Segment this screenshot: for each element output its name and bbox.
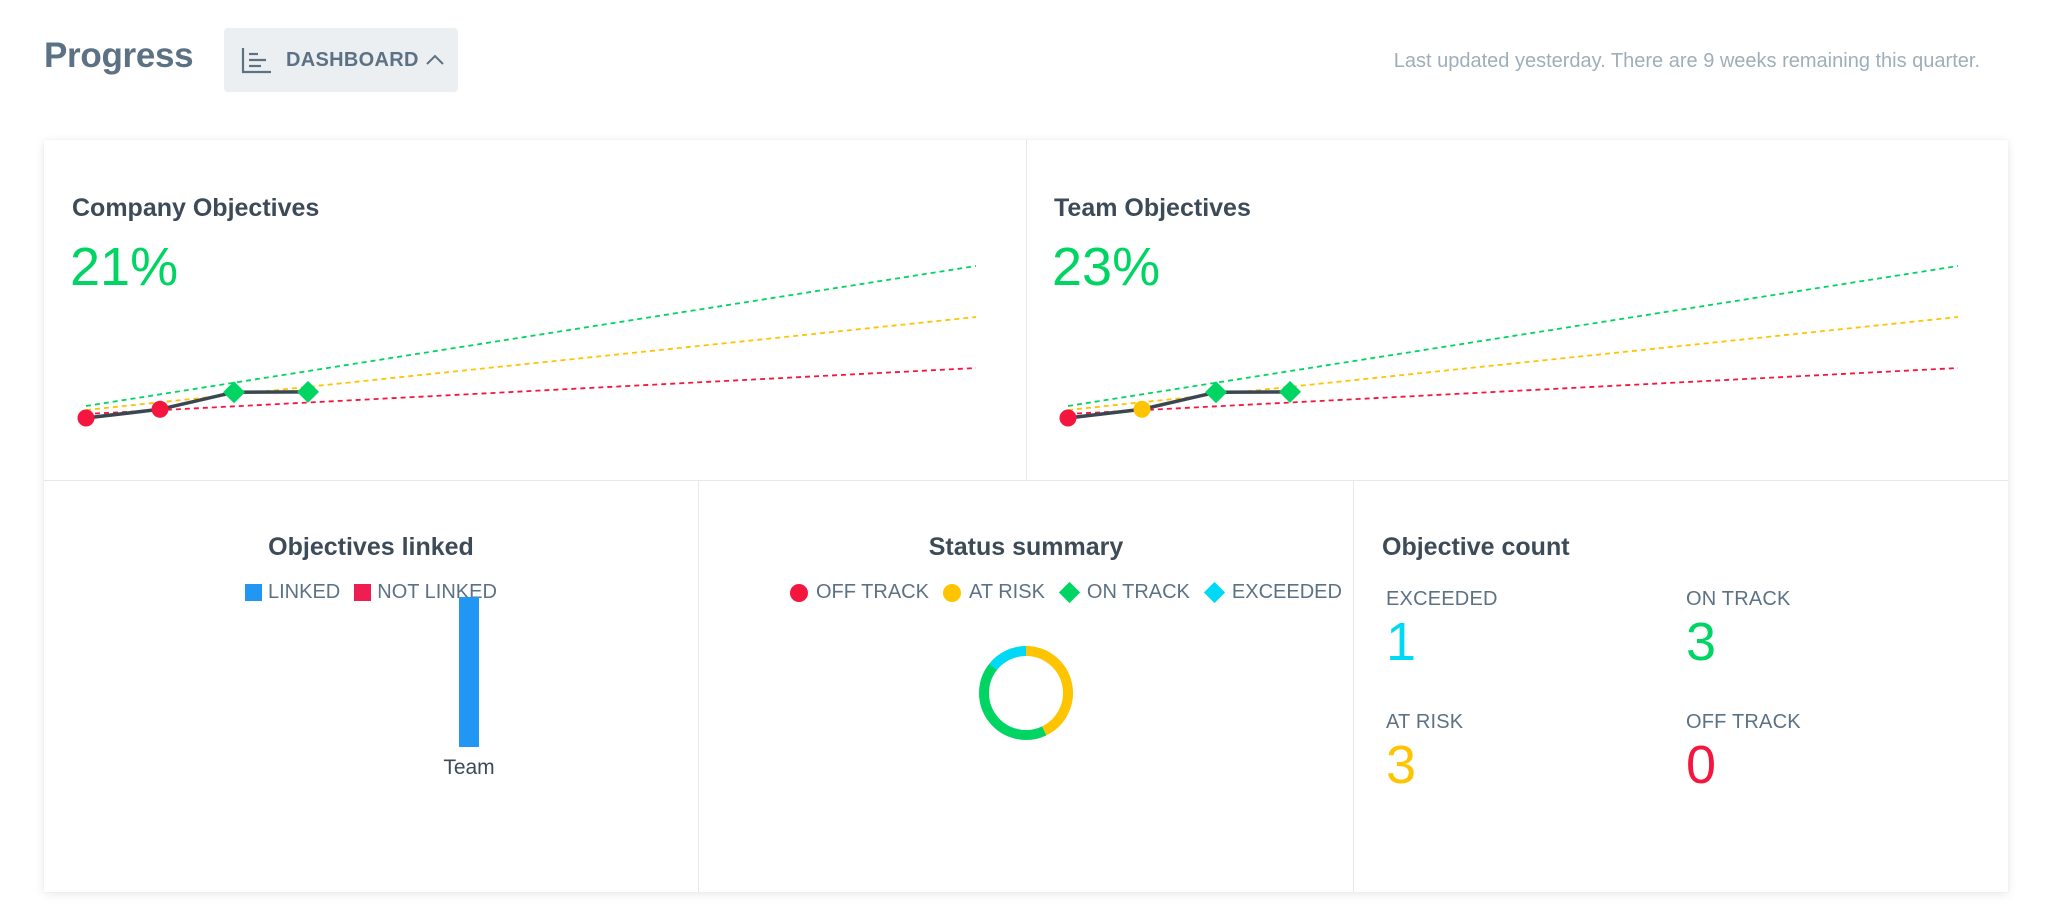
donut-slice-at-risk	[1025, 646, 1073, 736]
x-tick-label: Team	[443, 756, 494, 779]
legend-label-linked: LINKED	[268, 581, 341, 603]
progress-point-at-risk	[1133, 400, 1151, 418]
progress-line	[85, 390, 309, 420]
count-exceeded-label: EXCEEDED	[1386, 588, 1498, 610]
count-off-track: OFF TRACK 0	[1686, 711, 1801, 796]
dashboard-chart-icon	[241, 48, 271, 74]
legend-item-on-track[interactable]: ON TRACK	[1058, 581, 1190, 604]
dashboard-label: DASHBOARD	[286, 48, 419, 71]
company-objectives-title: Company Objectives	[72, 194, 320, 222]
legend-label-exceeded: EXCEEDED	[1231, 581, 1342, 603]
at-risk-dot-icon	[942, 583, 961, 602]
legend-label-off-track: OFF TRACK	[816, 581, 929, 603]
progress-point-on-track	[1205, 381, 1227, 404]
count-on-track-label: ON TRACK	[1686, 588, 1791, 610]
team-objectives-panel: Team Objectives 23%	[1026, 140, 2008, 480]
donut-slice-exceeded	[989, 646, 1027, 671]
objectives-linked-legend: LINKED NOT LINKED	[245, 581, 497, 604]
panel-divider	[698, 481, 699, 892]
legend-label-on-track: ON TRACK	[1086, 581, 1190, 603]
count-off-track-label: OFF TRACK	[1686, 711, 1801, 733]
status-summary-donut-chart	[979, 646, 1073, 740]
progress-point-on-track	[223, 381, 245, 404]
on-track-target-line	[1067, 265, 1959, 407]
legend-item-off-track[interactable]: OFF TRACK	[790, 581, 929, 604]
page-title: Progress	[44, 36, 194, 75]
off-track-dot-icon	[790, 583, 808, 602]
chevron-up-icon	[425, 54, 444, 65]
progress-point-off-track	[151, 400, 169, 418]
count-exceeded: EXCEEDED 1	[1386, 588, 1498, 673]
legend-item-exceeded[interactable]: EXCEEDED	[1203, 581, 1342, 604]
progress-dashboard-card: Company Objectives 21% Team Objectives 2…	[44, 140, 2008, 892]
status-summary-legend: OFF TRACK AT RISK ON TRACK EXCEEDED	[790, 581, 1342, 604]
objective-count-panel: Objective count EXCEEDED 1 ON TRACK 3 AT…	[1354, 481, 2008, 892]
progress-line	[1067, 390, 1291, 420]
count-exceeded-value: 1	[1386, 612, 1417, 672]
count-off-track-value: 0	[1686, 735, 1717, 795]
progress-point-off-track	[77, 409, 95, 427]
off-track-target-line	[85, 367, 977, 415]
company-objectives-chart	[77, 265, 977, 427]
last-updated-text: Last updated yesterday. There are 9 week…	[1393, 50, 1980, 72]
page-header: Progress DASHBOARD Last updated yesterda…	[44, 28, 2004, 92]
count-at-risk-value: 3	[1386, 735, 1417, 795]
progress-point-off-track	[1059, 409, 1077, 427]
linked-swatch-icon	[245, 584, 262, 601]
objectives-linked-panel: Objectives linked LINKED NOT LINKED Team	[44, 481, 698, 892]
legend-label-at-risk: AT RISK	[968, 581, 1045, 603]
objectives-linked-chart: Team	[443, 597, 495, 779]
company-objectives-percent: 21%	[70, 237, 179, 297]
count-at-risk-label: AT RISK	[1386, 711, 1464, 733]
status-summary-title: Status summary	[928, 533, 1124, 561]
dashboard-toggle-button[interactable]: DASHBOARD	[224, 28, 458, 92]
not-linked-swatch-icon	[354, 584, 372, 601]
team-objectives-chart	[1059, 265, 1959, 427]
progress-point-on-track	[297, 380, 319, 403]
legend-item-at-risk[interactable]: AT RISK	[942, 581, 1045, 604]
count-at-risk: AT RISK 3	[1386, 711, 1463, 796]
panel-divider	[1353, 481, 1354, 892]
team-objectives-percent: 23%	[1052, 237, 1161, 297]
off-track-target-line	[1067, 367, 1959, 415]
panel-divider	[1026, 140, 1027, 480]
company-objectives-panel: Company Objectives 21%	[44, 140, 1026, 480]
objective-count-title: Objective count	[1382, 533, 1570, 561]
count-on-track: ON TRACK 3	[1686, 588, 1791, 673]
team-objectives-title: Team Objectives	[1054, 194, 1251, 222]
progress-point-on-track	[1279, 380, 1301, 403]
objectives-linked-title: Objectives linked	[268, 533, 474, 561]
on-track-target-line	[85, 265, 977, 407]
row-divider	[44, 480, 2008, 481]
donut-slice-on-track	[979, 663, 1047, 740]
count-on-track-value: 3	[1686, 612, 1717, 672]
status-summary-panel: Status summary OFF TRACK AT RISK ON TRAC…	[699, 481, 1353, 892]
legend-item-linked[interactable]: LINKED	[245, 581, 340, 604]
linked-bar	[459, 597, 479, 747]
